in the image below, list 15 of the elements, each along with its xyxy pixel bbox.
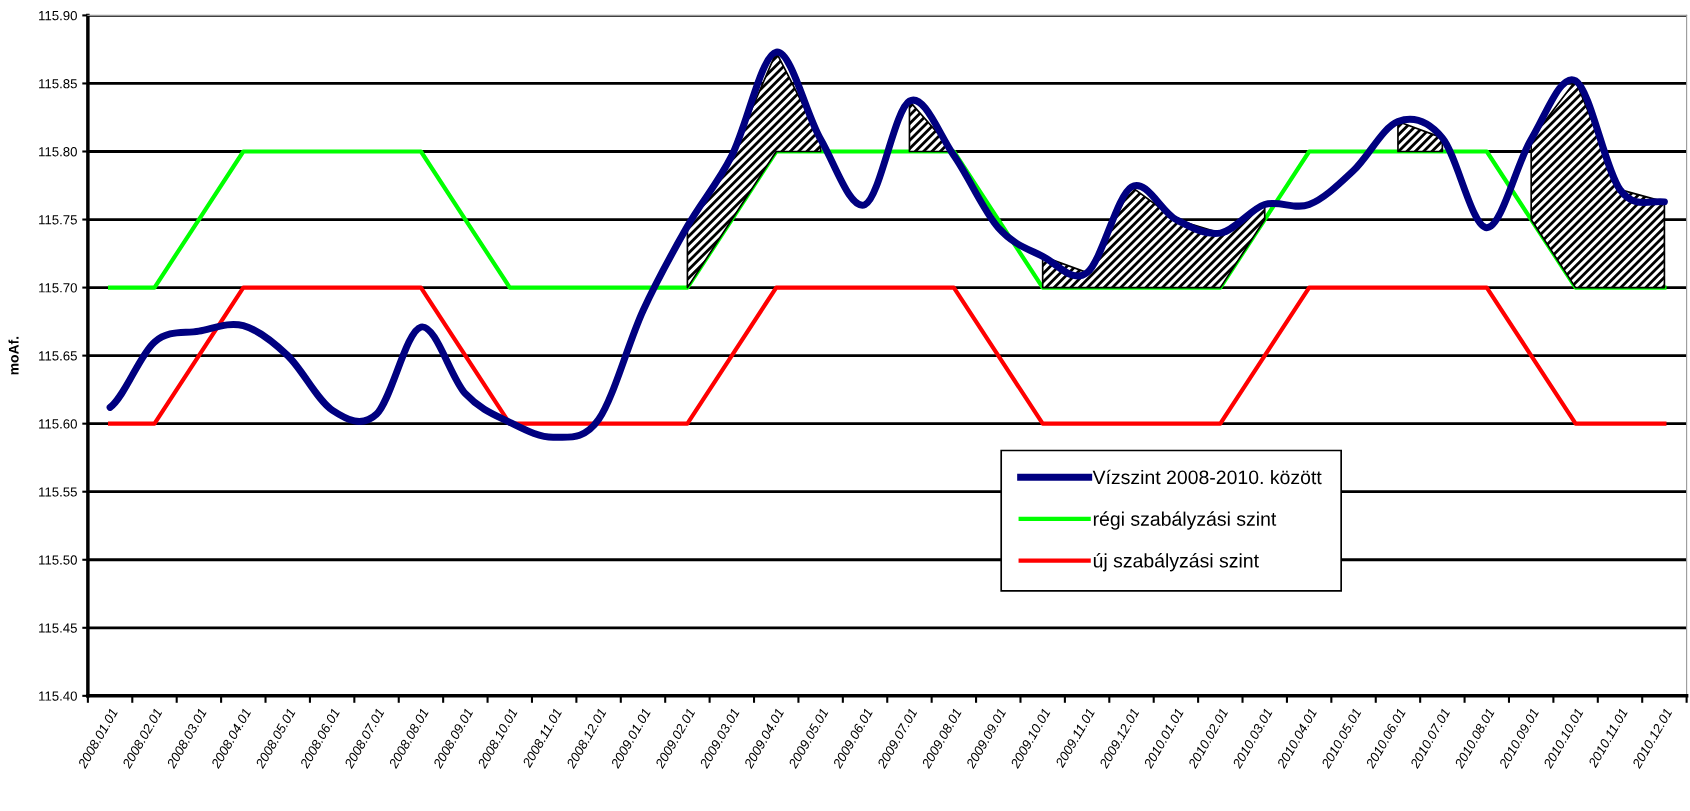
y-tick-label: 115.50 — [39, 555, 77, 565]
y-tick-label: 115.75 — [39, 215, 77, 225]
y-tick-label: 115.60 — [39, 419, 77, 429]
y-tick-label: 115.70 — [39, 283, 77, 293]
y-tick-label: 115.80 — [39, 147, 77, 157]
y-tick-label: 115.55 — [39, 487, 77, 497]
legend-label: Vízszint 2008-2010. között — [1092, 469, 1322, 485]
y-axis-title: moAf. — [8, 336, 19, 375]
y-tick-label: 115.85 — [39, 79, 77, 89]
y-tick-label: 115.45 — [39, 623, 77, 633]
y-tick-label: 115.40 — [39, 691, 77, 701]
y-tick-label: 115.90 — [39, 10, 77, 21]
legend-label: új szabályzási szint — [1093, 553, 1259, 572]
y-tick-label: 115.65 — [39, 351, 77, 361]
legend-label: régi szabályzási szint — [1093, 511, 1277, 530]
